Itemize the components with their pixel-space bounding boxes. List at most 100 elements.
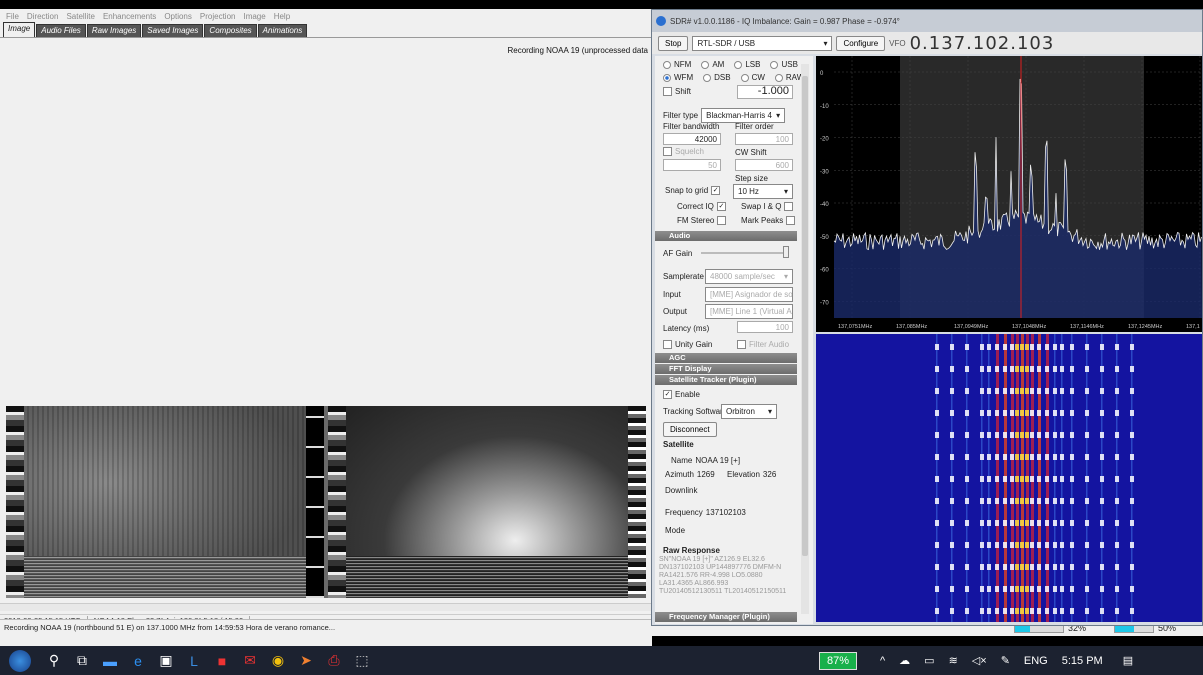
waterfall-tick: [1037, 388, 1041, 394]
app-orange-icon[interactable]: ➤: [300, 652, 312, 668]
waterfall-tick: [1070, 344, 1074, 350]
menu-projection[interactable]: Projection: [199, 11, 236, 21]
spectrum-display[interactable]: 0 -10 -20 -30 -40 -50 -60 -70 137,0751MHz 137,08…: [816, 56, 1202, 332]
waterfall-tick: [1085, 520, 1089, 526]
correct-iq-checkbox[interactable]: ✓: [716, 202, 726, 211]
waterfall-tick: [1053, 586, 1057, 592]
tracker-section-header[interactable]: Satellite Tracker (Plugin): [655, 375, 797, 385]
tab-saved-images[interactable]: Saved Images: [142, 24, 204, 37]
tray-up-arrow-icon[interactable]: ^: [880, 654, 886, 667]
satellite-app-icon[interactable]: ⬚: [355, 652, 369, 668]
app-red-icon[interactable]: ■: [217, 652, 227, 669]
radio-nfm[interactable]: [663, 60, 671, 69]
network-icon[interactable]: ▭: [924, 655, 935, 667]
waterfall-tick: [1130, 432, 1134, 438]
disconnect-button[interactable]: Disconnect: [663, 422, 717, 437]
waterfall-tick: [1025, 432, 1029, 438]
radio-dsb[interactable]: [703, 73, 712, 82]
waterfall-tick: [1015, 476, 1019, 482]
waterfall-tick: [1053, 520, 1057, 526]
tab-image[interactable]: Image: [3, 22, 36, 37]
enable-checkbox[interactable]: ✓: [663, 390, 672, 399]
tab-audio-files[interactable]: Audio Files: [36, 24, 86, 37]
menu-image[interactable]: Image: [243, 11, 266, 21]
configure-button[interactable]: Configure: [836, 35, 886, 51]
menu-satellite[interactable]: Satellite: [66, 11, 95, 21]
spectrum-fill: [834, 79, 1202, 318]
radio-cw[interactable]: [740, 73, 749, 82]
shift-field[interactable]: -1.000: [737, 85, 793, 99]
waterfall-tick: [1037, 366, 1041, 372]
tracking-sw-value: Orbitron: [726, 407, 755, 416]
tab-raw-images[interactable]: Raw Images: [86, 24, 142, 37]
store-icon[interactable]: ▣: [159, 652, 173, 668]
input-select[interactable]: [MME] Asignador de so...: [705, 287, 793, 302]
radio-usb[interactable]: [770, 60, 779, 69]
menu-help[interactable]: Help: [273, 11, 291, 21]
menu-file[interactable]: File: [6, 11, 19, 21]
waterfall-tick: [1130, 498, 1134, 504]
clock[interactable]: 5:15 PM: [1061, 654, 1103, 667]
menu-enhancements[interactable]: Enhancements: [102, 11, 157, 21]
start-button[interactable]: [0, 646, 40, 675]
edge-icon[interactable]: e: [134, 652, 142, 669]
fm-stereo-checkbox[interactable]: [717, 216, 727, 225]
waterfall-tick: [1100, 432, 1104, 438]
file-explorer-icon[interactable]: ▬: [103, 652, 117, 669]
latency-field[interactable]: 100: [737, 321, 793, 333]
radio-raw[interactable]: [774, 73, 783, 82]
battery-indicator[interactable]: 87%: [819, 652, 857, 670]
mail-icon[interactable]: ✉: [244, 652, 256, 668]
agc-section-header[interactable]: AGC: [655, 353, 797, 363]
radio-lsb[interactable]: [734, 60, 743, 69]
freq-manager-section-header[interactable]: Frequency Manager (Plugin): [655, 612, 797, 622]
menu-options[interactable]: Options: [164, 11, 192, 21]
af-gain-slider[interactable]: [701, 252, 787, 254]
tracking-sw-select[interactable]: Orbitron ▾: [721, 404, 777, 419]
search-icon[interactable]: ⚲: [48, 652, 60, 668]
vfo-frequency[interactable]: 0.137.102.103: [909, 32, 1055, 54]
af-gain-handle[interactable]: [783, 246, 789, 258]
radio-wfm[interactable]: [663, 73, 671, 82]
squelch-field[interactable]: 50: [663, 159, 721, 171]
unity-gain-checkbox[interactable]: [663, 340, 672, 349]
notifications-icon[interactable]: ▤: [1122, 655, 1134, 667]
waterfall-display[interactable]: [816, 334, 1202, 622]
filter-bw-field[interactable]: 42000: [663, 133, 721, 145]
horizontal-scrollbar[interactable]: [0, 603, 652, 611]
panel-scrollbar[interactable]: [801, 64, 809, 614]
cw-shift-field[interactable]: 600: [735, 159, 793, 171]
filter-type-select[interactable]: Blackman-Harris 4 ▾: [701, 108, 786, 123]
waterfall-bg: [816, 334, 1202, 622]
fft-section-header[interactable]: FFT Display: [655, 364, 797, 374]
filter-order-field[interactable]: 100: [735, 133, 793, 145]
pdf-icon[interactable]: ⎙: [328, 652, 340, 668]
radio-am[interactable]: [701, 60, 710, 69]
language-indicator[interactable]: ENG: [1023, 654, 1048, 667]
volume-icon[interactable]: ◁×: [971, 655, 987, 667]
menu-direction[interactable]: Direction: [26, 11, 59, 21]
squelch-checkbox[interactable]: [663, 147, 672, 156]
audio-section-header[interactable]: Audio: [655, 231, 797, 241]
filter-audio-checkbox[interactable]: [737, 340, 746, 349]
output-select[interactable]: [MME] Line 1 (Virtual A...: [705, 304, 793, 319]
chrome-icon[interactable]: ◉: [271, 652, 285, 668]
step-size-select[interactable]: 10 Hz ▾: [733, 184, 793, 199]
pen-icon[interactable]: ✎: [1000, 655, 1010, 667]
stop-button[interactable]: Stop: [658, 35, 689, 51]
wifi-icon[interactable]: ≋: [948, 655, 958, 667]
snap-checkbox[interactable]: ✓: [711, 186, 721, 195]
waterfall-tick: [1100, 542, 1104, 548]
samplerate-select[interactable]: 48000 sample/sec ▾: [705, 269, 793, 284]
app-l-icon[interactable]: L: [190, 652, 198, 669]
swap-iq-checkbox[interactable]: [784, 202, 794, 211]
waterfall-tick: [980, 498, 984, 504]
cloud-icon[interactable]: ☁: [899, 655, 911, 667]
task-view-icon[interactable]: ⧉: [77, 652, 87, 668]
mark-peaks-checkbox[interactable]: [786, 216, 796, 225]
tab-animations[interactable]: Animations: [257, 24, 308, 37]
tab-composites[interactable]: Composites: [204, 24, 257, 37]
panel-scrollbar-thumb[interactable]: [802, 76, 808, 556]
device-select[interactable]: RTL-SDR / USB ▾: [692, 35, 833, 51]
shift-checkbox[interactable]: [663, 87, 672, 96]
